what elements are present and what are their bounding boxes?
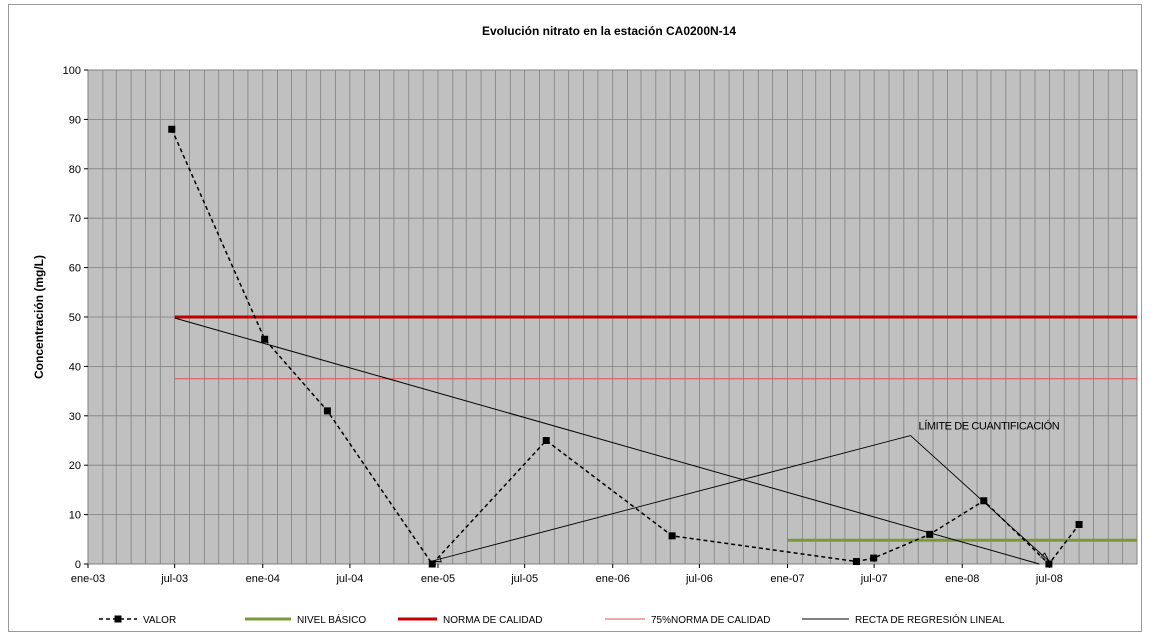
y-tick-label: 60: [69, 263, 81, 275]
reference-lines: [174, 315, 1137, 565]
y-tick-label: 90: [69, 114, 81, 126]
y-tick-label: 20: [69, 460, 81, 472]
legend-label: RECTA DE REGRESIÓN LINEAL: [855, 613, 1005, 626]
y-tick-label: 10: [69, 510, 81, 522]
valor-point: [926, 530, 934, 538]
valor-point: [168, 125, 176, 133]
valor-point: [870, 554, 878, 562]
valor-point: [323, 407, 331, 415]
x-tick-label: ene-07: [770, 573, 804, 585]
legend-label: NIVEL BÁSICO: [297, 613, 366, 626]
valor-point: [261, 335, 269, 343]
valor-point: [668, 532, 676, 540]
x-tick-label: jul-08: [1035, 573, 1063, 585]
legend-marker: [114, 615, 122, 623]
annotation-arrow: [910, 435, 1050, 562]
y-tick-label: 50: [69, 312, 81, 324]
horizontal-gridlines: [88, 119, 1137, 516]
y-tick-label: 40: [69, 361, 81, 373]
nitrate-line-chart: Evolución nitrato en la estación CA0200N…: [32, 24, 1138, 626]
series-line-4: [174, 317, 1040, 565]
y-tick-label: 100: [63, 65, 81, 77]
annotation-arrowhead: [1040, 552, 1050, 562]
x-tick-label: ene-08: [945, 573, 979, 585]
legend-label: VALOR: [143, 615, 176, 626]
chart-frame: Evolución nitrato en la estación CA0200N…: [8, 4, 1142, 632]
valor-point: [542, 437, 550, 444]
annotation-arrowhead: [432, 555, 442, 563]
y-tick-label: 80: [69, 164, 81, 176]
x-tick-label: ene-06: [596, 573, 630, 585]
valor-point: [852, 558, 860, 566]
y-tick-label: 70: [69, 213, 81, 225]
limite-annotation: LÍMITE DE CUANTIFICACIÓN: [432, 420, 1060, 563]
valor-point: [980, 497, 988, 505]
x-tick-label: jul-05: [510, 573, 538, 585]
annotation-label: LÍMITE DE CUANTIFICACIÓN: [919, 420, 1060, 433]
x-tick-label: jul-04: [335, 573, 363, 585]
y-tick-label: 30: [69, 411, 81, 423]
annotation-arrow: [432, 435, 911, 562]
chart-title: Evolución nitrato en la estación CA0200N…: [482, 24, 736, 38]
legend-label: NORMA DE CALIDAD: [443, 615, 542, 626]
y-axis-ticks: 0 10 20 30 40 50 60 70 80 90 100: [63, 65, 88, 571]
legend: VALOR NIVEL BÁSICO NORMA DE CALIDAD 75%NORM…: [99, 613, 1005, 626]
legend-label: 75%NORMA DE CALIDAD: [651, 615, 770, 626]
y-axis-label: Concentración (mg/L): [32, 255, 46, 379]
y-tick-label: 0: [75, 559, 81, 571]
x-tick-label: ene-04: [246, 573, 280, 585]
x-tick-label: jul-06: [685, 573, 713, 585]
valor-point: [428, 560, 436, 568]
x-tick-label: jul-07: [860, 573, 888, 585]
x-tick-label: jul-03: [160, 573, 188, 585]
x-tick-label: ene-03: [71, 573, 105, 585]
x-tick-label: ene-05: [421, 573, 455, 585]
valor-point: [1075, 520, 1083, 528]
x-axis-ticks: ene-03 jul-03 ene-04 jul-04 ene-05 jul-05 ene-…: [71, 564, 1063, 585]
